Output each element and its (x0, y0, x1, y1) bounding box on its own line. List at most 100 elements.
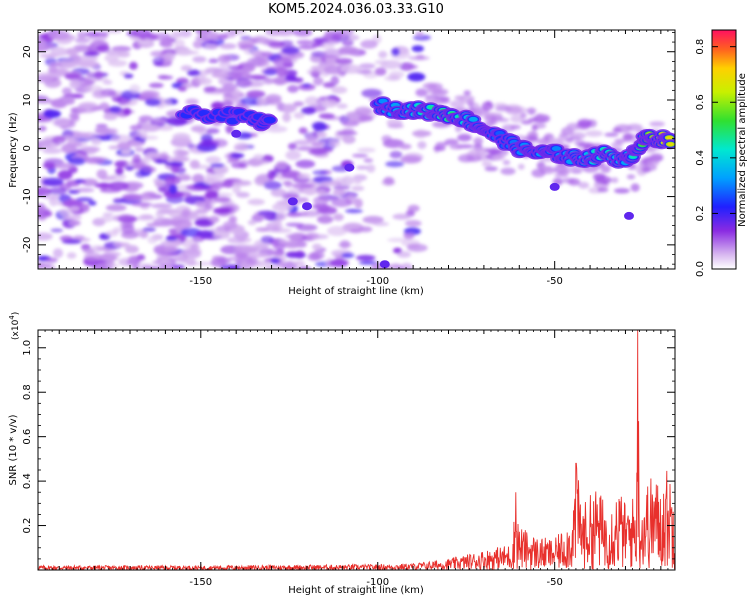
spectrogram-speckle-cell (195, 35, 208, 41)
spectrogram-speckle-cell (227, 236, 246, 244)
spectrogram-speckle-cell (292, 182, 313, 189)
spectrogram-speckle-cell (481, 101, 494, 111)
spectrogram-speckle-cell (222, 179, 234, 188)
spectrogram-speckle-cell (356, 165, 369, 170)
spectrogram-speckle-cell (303, 225, 316, 230)
spectrogram-speckle-cell (145, 152, 164, 159)
spectrogram-speckle-cell (211, 73, 229, 78)
spectrogram-speckle-cell (136, 254, 145, 260)
spectrogram-speckle-cell (81, 146, 101, 153)
x-tick-label: -50 (547, 276, 563, 287)
spectrogram-speckle-cell (298, 45, 317, 50)
spectrogram-speckle-cell (469, 147, 487, 157)
spectrogram-speckle-cell (246, 90, 266, 98)
spectrogram-ridge-cell (468, 116, 478, 122)
colorbar-label: Normalized spectral amplitude (737, 73, 748, 227)
spectrogram-speckle-cell (120, 149, 132, 155)
spectrogram-speckle-cell (165, 161, 184, 167)
spectrogram-speckle-cell (265, 125, 288, 133)
spectrogram-speckle-cell (400, 155, 422, 164)
spectrogram-speckle-cell (565, 136, 574, 143)
spectrogram-blob (549, 182, 560, 191)
spectrogram-speckle-cell (285, 150, 302, 161)
spectrogram-speckle-cell (142, 124, 161, 132)
spectrogram-speckle-cell (267, 170, 276, 180)
spectrogram-speckle-cell (427, 82, 443, 90)
y-tick-label: -10 (22, 188, 33, 204)
spectrogram-speckle-cell (247, 219, 257, 226)
spectrogram-speckle-cell (362, 215, 384, 224)
spectrogram-speckle-cell (406, 243, 420, 249)
spectrogram-speckle-cell (354, 198, 363, 209)
spectrogram-speckle-cell (263, 180, 282, 190)
spectrogram-speckle-cell (74, 187, 95, 193)
spectrogram-y-axis-label: Frequency (Hz) (8, 112, 19, 188)
spectrogram-speckle-cell (383, 176, 395, 185)
spectrogram-speckle-cell (293, 30, 313, 37)
spectrogram-speckle-cell (135, 215, 156, 221)
spectrogram-speckle-cell (243, 47, 259, 56)
spectrogram-speckle-cell (339, 240, 351, 249)
spectrogram-speckle-cell (285, 74, 297, 82)
spectrogram-speckle-cell (190, 125, 207, 133)
spectrogram-speckle-cell (105, 204, 127, 212)
spectrogram-speckle-cell (358, 226, 373, 233)
colorbar-tick-label: 0.6 (695, 94, 706, 110)
spectrogram-speckle-cell (449, 100, 465, 109)
spectrogram-speckle-cell (181, 248, 202, 259)
spectrogram-speckle-cell (324, 30, 334, 40)
spectrogram-speckle-cell (284, 241, 306, 248)
spectrogram-speckle-cell (535, 113, 545, 122)
spectrogram-speckle-cell (385, 161, 405, 168)
spectrogram-speckle-cell (117, 214, 137, 224)
spectrogram-speckle-cell (296, 173, 311, 179)
spectrogram-speckle-cell (214, 87, 236, 93)
spectrogram-speckle-cell (392, 213, 411, 220)
spectrogram-speckle-cell (102, 79, 113, 85)
spectrogram-speckle-cell (220, 264, 241, 269)
spectrogram-speckle-cell (159, 151, 169, 161)
spectrogram-speckle-cell (42, 177, 64, 186)
spectrogram-speckle-cell (321, 180, 338, 187)
spectrogram-speckle-cell (411, 45, 424, 52)
spectrogram-speckle-cell (363, 158, 374, 163)
spectrogram-speckle-cell (38, 232, 53, 241)
spectrogram-ridge-cell (666, 136, 673, 140)
spectrogram-speckle-cell (110, 134, 132, 143)
spectrogram-speckle-cell (230, 153, 245, 159)
spectrogram-speckle-cell (206, 127, 220, 134)
spectrogram-speckle-cell (107, 59, 128, 67)
spectrogram-speckle-cell (87, 200, 97, 206)
spectrogram-speckle-cell (213, 196, 231, 203)
spectrogram-speckle-cell (293, 101, 305, 107)
spectrogram-speckle-cell (195, 208, 208, 215)
spectrogram-speckle-cell (398, 143, 412, 150)
spectrogram-speckle-cell (62, 214, 82, 220)
spectrogram-speckle-cell (276, 67, 289, 77)
spectrogram-speckle-cell (204, 190, 219, 199)
spectrogram-speckle-cell (208, 58, 219, 64)
spectrogram-speckle-cell (42, 194, 60, 200)
spectrogram-speckle-cell (216, 257, 232, 264)
x-tick-label: -150 (189, 276, 212, 287)
spectrogram-speckle-cell (257, 210, 277, 216)
spectrogram-speckle-cell (520, 112, 527, 119)
spectrogram-speckle-cell (316, 131, 327, 138)
spectrogram-speckle-cell (83, 51, 100, 57)
spectrogram-speckle-cell (358, 115, 374, 122)
spectrogram-speckle-cell (225, 124, 234, 134)
spectrogram-speckle-cell (341, 175, 354, 186)
spectrogram-speckle-cell (168, 228, 178, 234)
spectrogram-speckle-cell (485, 148, 503, 154)
spectrogram-speckle-cell (106, 264, 119, 268)
spectrogram-ridge-cell (263, 116, 276, 124)
colorbar-ticks: 0.0 0.2 0.4 0.6 0.8 (695, 39, 736, 277)
spectrogram-speckle-cell (340, 64, 362, 74)
spectrogram-speckle-cell (198, 77, 213, 86)
spectrogram-speckle-cell (282, 103, 297, 113)
spectrogram-speckle-cell (92, 90, 109, 99)
spectrogram-speckle-cell (435, 142, 449, 147)
spectrogram-speckle-cell (213, 174, 225, 179)
spectrogram-speckle-cell (331, 86, 348, 94)
spectrogram-speckle-cell (585, 130, 603, 137)
